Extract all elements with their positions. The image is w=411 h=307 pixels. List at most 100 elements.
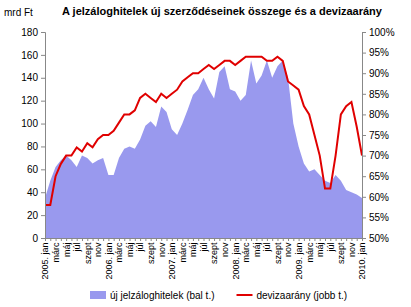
tick-label: 80 [27, 141, 39, 152]
tick-mark [240, 238, 241, 241]
tick: 40 [27, 187, 45, 198]
tick: 2005. jan [40, 238, 50, 280]
tick [177, 238, 178, 241]
tick-label: júl [199, 243, 209, 253]
tick: szept [146, 238, 156, 264]
tick: máj [125, 238, 135, 257]
tick-mark [277, 238, 278, 241]
tick-mark [357, 238, 358, 241]
tick-mark [151, 238, 152, 241]
tick: 60% [362, 192, 389, 203]
tick-mark [346, 238, 347, 241]
tick: márc [178, 238, 188, 263]
tick: 100 [21, 118, 45, 129]
tick-mark [108, 238, 109, 241]
tick-label: 85% [369, 89, 389, 100]
tick: 100% [362, 27, 395, 38]
tick-label: 95% [369, 47, 389, 58]
tick: máj [315, 238, 325, 257]
tick-mark [336, 238, 337, 241]
tick-mark [272, 238, 273, 241]
tick [188, 238, 189, 241]
tick-mark [98, 238, 99, 241]
tick: 85% [362, 89, 389, 100]
tick: nov [93, 238, 103, 257]
tick-label: máj [188, 243, 198, 258]
tick-mark [251, 238, 252, 241]
tick-label: 180 [21, 27, 38, 38]
tick: máj [188, 238, 198, 257]
tick-label: 60% [369, 192, 389, 203]
tick [156, 238, 157, 241]
tick: 70% [362, 150, 389, 161]
tick: 180 [21, 27, 45, 38]
tick-mark [209, 238, 210, 241]
tick: máj [62, 238, 72, 257]
tick-mark [283, 238, 284, 241]
tick: 2006. jan [104, 238, 114, 280]
tick [145, 238, 146, 241]
tick-mark [214, 238, 215, 241]
tick-label: 2006. jan [104, 243, 114, 280]
tick-mark [177, 238, 178, 241]
tick [82, 238, 83, 241]
tick: júl [72, 238, 82, 253]
tick-label: 100% [369, 27, 395, 38]
tick [124, 238, 125, 241]
tick-mark [362, 94, 366, 95]
tick-mark [262, 238, 263, 241]
tick-mark [362, 53, 366, 54]
tick-label: 2009. jan [294, 243, 304, 280]
tick [135, 238, 136, 241]
tick-mark [198, 238, 199, 241]
tick [272, 238, 273, 241]
tick-label: szept [146, 242, 156, 264]
tick-label: júl [135, 243, 145, 253]
tick-label: szept [273, 242, 283, 264]
y-axis: 020406080100120140160180 [21, 27, 45, 244]
legend-item: új jelzáloghitelek (bal t.) [90, 290, 215, 301]
tick-mark [362, 73, 366, 74]
tick [325, 238, 326, 241]
tick: 50% [362, 233, 389, 244]
tick-label: 65% [369, 171, 389, 182]
tick-mark [230, 238, 231, 241]
tick-mark [167, 238, 168, 241]
tick-mark [188, 238, 189, 241]
tick-label: máj [125, 243, 135, 258]
tick-mark [119, 238, 120, 241]
tick-mark [50, 238, 51, 241]
legend-swatch [90, 291, 106, 299]
tick [283, 238, 284, 241]
tick-label: márc [51, 242, 61, 262]
tick: szept [273, 238, 283, 264]
tick-label: szept [209, 242, 219, 264]
tick [103, 238, 104, 241]
tick-mark [114, 238, 115, 241]
tick [262, 238, 263, 241]
tick-mark [288, 238, 289, 241]
tick: 65% [362, 171, 389, 182]
tick-mark [362, 197, 366, 198]
tick-label: nov [93, 242, 103, 257]
tick-mark [124, 238, 125, 241]
tick-mark [41, 192, 45, 193]
tick [230, 238, 231, 241]
tick [357, 238, 358, 241]
tick-mark [172, 238, 173, 241]
tick-mark [41, 215, 45, 216]
legend-item: devizaarány (jobb t.) [237, 290, 348, 301]
tick-mark [41, 78, 45, 79]
tick-mark [140, 238, 141, 241]
y2-axis: 50%55%60%65%70%75%80%85%90%95%100% [362, 27, 395, 244]
tick: 160 [21, 50, 45, 61]
tick-label: szept [336, 242, 346, 264]
tick-label: júl [72, 243, 82, 253]
tick-mark [362, 135, 366, 136]
tick: márc [241, 238, 251, 263]
tick-mark [61, 238, 62, 241]
axis-line [46, 239, 363, 242]
tick-mark [82, 238, 83, 241]
tick-mark [41, 238, 45, 239]
tick [50, 238, 51, 241]
